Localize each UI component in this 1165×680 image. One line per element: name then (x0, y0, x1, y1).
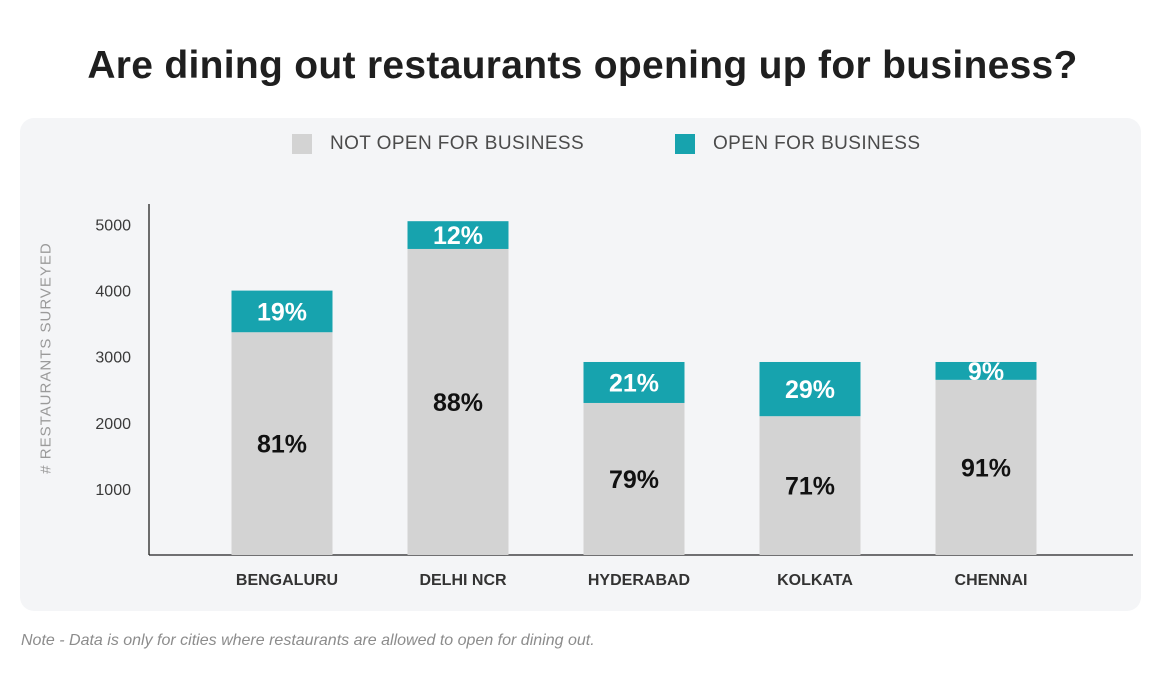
bar-open (759, 361, 861, 417)
data-label-open: 9% (968, 358, 1004, 386)
data-label-not-open: 71% (785, 473, 835, 501)
data-label-open: 19% (257, 298, 307, 326)
bar-open (407, 221, 509, 249)
footnote: Note - Data is only for cities where res… (21, 632, 595, 649)
data-label-not-open: 91% (961, 454, 1011, 482)
y-tick-label: 1000 (95, 482, 131, 499)
data-label-not-open: 81% (257, 431, 307, 459)
bar-not-open (407, 248, 509, 555)
bar-not-open (231, 332, 333, 555)
data-label-not-open: 79% (609, 466, 659, 494)
x-tick-label: HYDERABAD (588, 572, 690, 589)
x-tick-label: DELHI NCR (419, 572, 507, 589)
legend-label-not-open: NOT OPEN FOR BUSINESS (330, 133, 585, 154)
y-tick-label: 4000 (95, 284, 131, 301)
bar-not-open (935, 379, 1037, 555)
bar-not-open (759, 416, 861, 555)
data-label-open: 12% (433, 222, 483, 250)
bar-not-open (583, 402, 685, 555)
legend-item-open: OPEN FOR BUSINESS (675, 132, 920, 156)
bar-open (231, 290, 333, 333)
data-label-open: 29% (785, 376, 835, 404)
legend-label-open: OPEN FOR BUSINESS (713, 133, 921, 154)
x-tick-label: CHENNAI (955, 572, 1028, 589)
y-tick-label: 5000 (95, 218, 131, 235)
legend-swatch-open (675, 134, 695, 154)
legend-swatch-not-open (292, 134, 312, 154)
bar-open (583, 361, 685, 403)
x-tick-label: KOLKATA (777, 572, 853, 589)
chart-title: Are dining out restaurants opening up fo… (87, 44, 1078, 87)
y-tick-label: 3000 (95, 350, 131, 367)
legend-item-not-open: NOT OPEN FOR BUSINESS (292, 132, 584, 156)
x-tick-label: BENGALURU (236, 572, 338, 589)
bar-open (935, 361, 1037, 380)
y-tick-label: 2000 (95, 416, 131, 433)
data-label-open: 21% (609, 369, 659, 397)
data-label-not-open: 88% (433, 389, 483, 417)
